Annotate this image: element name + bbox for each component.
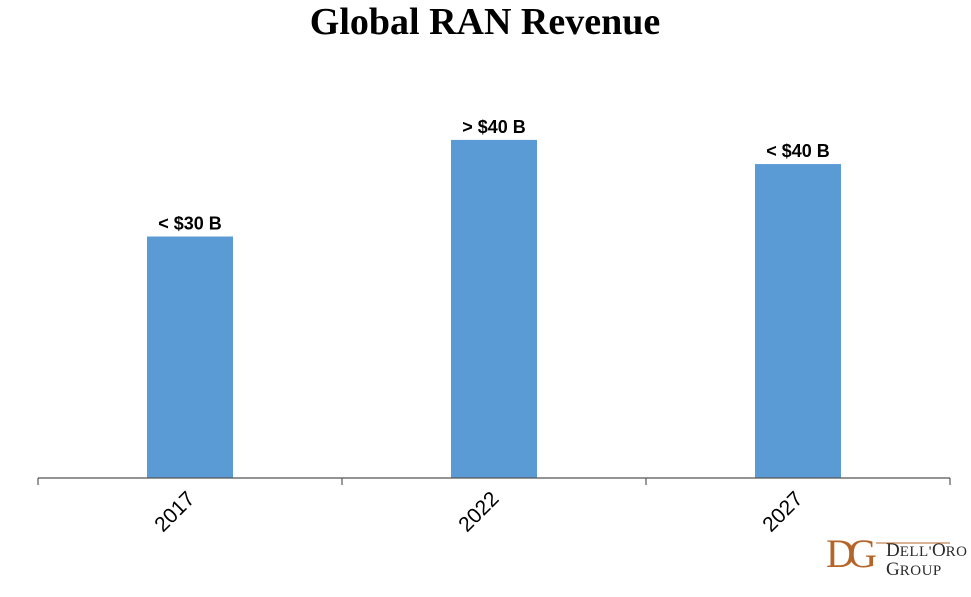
bar-2027 <box>755 164 841 479</box>
chart-title: Global RAN Revenue <box>310 1 660 43</box>
dellor-group-logo: D G DELL'ORO GROUP <box>826 531 968 580</box>
x-axis-tick-labels: 2017 2022 2027 <box>150 487 807 536</box>
logo-monogram-d: D <box>826 531 855 576</box>
data-labels-group: < $30 B > $40 B < $40 B <box>158 117 830 234</box>
logo-word-group: GROUP <box>886 559 942 580</box>
data-label-2027: < $40 B <box>766 141 830 161</box>
x-tick-label-2022: 2022 <box>454 487 503 536</box>
bars-group <box>147 139 841 479</box>
bar-2017 <box>147 236 233 478</box>
x-tick-label-2027: 2027 <box>758 487 807 536</box>
bar-2022 <box>451 139 537 478</box>
logo-word-dell-oro: DELL'ORO <box>886 540 968 561</box>
x-tick-label-2017: 2017 <box>150 487 199 536</box>
data-label-2022: > $40 B <box>462 117 526 137</box>
logo-monogram-g: G <box>848 531 877 576</box>
data-label-2017: < $30 B <box>158 214 222 234</box>
x-axis-ticks <box>37 478 951 485</box>
